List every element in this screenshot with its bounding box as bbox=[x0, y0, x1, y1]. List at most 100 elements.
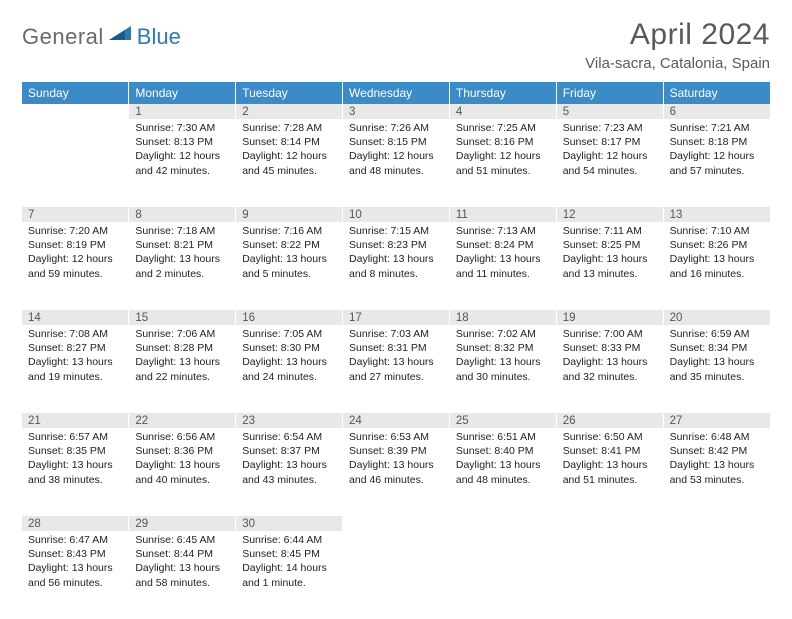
sunrise-line: Sunrise: 7:08 AM bbox=[28, 327, 122, 341]
daylight-line: Daylight: 13 hours and 27 minutes. bbox=[349, 355, 443, 383]
sunrise-line: Sunrise: 6:56 AM bbox=[135, 430, 229, 444]
day-number-cell: 6 bbox=[663, 104, 770, 119]
day-content-cell: Sunrise: 6:44 AMSunset: 8:45 PMDaylight:… bbox=[236, 531, 343, 619]
page-header: General Blue April 2024 Vila-sacra, Cata… bbox=[22, 18, 770, 72]
day-header: Friday bbox=[556, 82, 663, 104]
day-content-cell: Sunrise: 6:45 AMSunset: 8:44 PMDaylight:… bbox=[129, 531, 236, 619]
daylight-line: Daylight: 12 hours and 48 minutes. bbox=[349, 149, 443, 177]
day-number-cell: 4 bbox=[449, 104, 556, 119]
sunset-line: Sunset: 8:37 PM bbox=[242, 444, 336, 458]
title-block: April 2024 Vila-sacra, Catalonia, Spain bbox=[585, 18, 770, 72]
sunset-line: Sunset: 8:42 PM bbox=[670, 444, 764, 458]
daylight-line: Daylight: 12 hours and 57 minutes. bbox=[670, 149, 764, 177]
logo: General Blue bbox=[22, 24, 181, 50]
day-number-cell: 20 bbox=[663, 310, 770, 325]
day-number-row: 21222324252627 bbox=[22, 413, 770, 428]
sunset-line: Sunset: 8:39 PM bbox=[349, 444, 443, 458]
daylight-line: Daylight: 13 hours and 40 minutes. bbox=[135, 458, 229, 486]
daylight-line: Daylight: 13 hours and 56 minutes. bbox=[28, 561, 122, 589]
day-content-cell: Sunrise: 6:48 AMSunset: 8:42 PMDaylight:… bbox=[663, 428, 770, 516]
day-content-cell bbox=[22, 119, 129, 207]
sunrise-line: Sunrise: 7:16 AM bbox=[242, 224, 336, 238]
day-content-cell: Sunrise: 7:10 AMSunset: 8:26 PMDaylight:… bbox=[663, 222, 770, 310]
sunset-line: Sunset: 8:23 PM bbox=[349, 238, 443, 252]
daylight-line: Daylight: 13 hours and 53 minutes. bbox=[670, 458, 764, 486]
sunrise-line: Sunrise: 7:20 AM bbox=[28, 224, 122, 238]
location-text: Vila-sacra, Catalonia, Spain bbox=[585, 55, 770, 72]
sunset-line: Sunset: 8:45 PM bbox=[242, 547, 336, 561]
sunrise-line: Sunrise: 6:54 AM bbox=[242, 430, 336, 444]
day-number-cell: 1 bbox=[129, 104, 236, 119]
day-number-cell bbox=[22, 104, 129, 119]
day-content-cell: Sunrise: 6:57 AMSunset: 8:35 PMDaylight:… bbox=[22, 428, 129, 516]
day-header: Thursday bbox=[449, 82, 556, 104]
sunset-line: Sunset: 8:16 PM bbox=[456, 135, 550, 149]
day-content-cell: Sunrise: 7:11 AMSunset: 8:25 PMDaylight:… bbox=[556, 222, 663, 310]
sunset-line: Sunset: 8:22 PM bbox=[242, 238, 336, 252]
day-content-cell: Sunrise: 6:56 AMSunset: 8:36 PMDaylight:… bbox=[129, 428, 236, 516]
sunset-line: Sunset: 8:41 PM bbox=[563, 444, 657, 458]
sunset-line: Sunset: 8:13 PM bbox=[135, 135, 229, 149]
day-number-cell: 26 bbox=[556, 413, 663, 428]
day-number-cell: 22 bbox=[129, 413, 236, 428]
sunrise-line: Sunrise: 7:05 AM bbox=[242, 327, 336, 341]
day-content-cell: Sunrise: 7:03 AMSunset: 8:31 PMDaylight:… bbox=[343, 325, 450, 413]
sunset-line: Sunset: 8:19 PM bbox=[28, 238, 122, 252]
sunrise-line: Sunrise: 6:57 AM bbox=[28, 430, 122, 444]
sunset-line: Sunset: 8:27 PM bbox=[28, 341, 122, 355]
sunrise-line: Sunrise: 7:25 AM bbox=[456, 121, 550, 135]
day-content-cell bbox=[663, 531, 770, 619]
sunset-line: Sunset: 8:31 PM bbox=[349, 341, 443, 355]
sunrise-line: Sunrise: 7:30 AM bbox=[135, 121, 229, 135]
day-content-cell: Sunrise: 7:05 AMSunset: 8:30 PMDaylight:… bbox=[236, 325, 343, 413]
daylight-line: Daylight: 13 hours and 24 minutes. bbox=[242, 355, 336, 383]
day-number-row: 282930 bbox=[22, 516, 770, 531]
day-number-cell: 27 bbox=[663, 413, 770, 428]
day-header-row: SundayMondayTuesdayWednesdayThursdayFrid… bbox=[22, 82, 770, 104]
day-content-cell: Sunrise: 6:53 AMSunset: 8:39 PMDaylight:… bbox=[343, 428, 450, 516]
day-content-cell: Sunrise: 7:25 AMSunset: 8:16 PMDaylight:… bbox=[449, 119, 556, 207]
sunrise-line: Sunrise: 7:21 AM bbox=[670, 121, 764, 135]
sunrise-line: Sunrise: 7:10 AM bbox=[670, 224, 764, 238]
day-content-cell: Sunrise: 7:08 AMSunset: 8:27 PMDaylight:… bbox=[22, 325, 129, 413]
day-number-cell: 14 bbox=[22, 310, 129, 325]
day-number-cell: 19 bbox=[556, 310, 663, 325]
sunrise-line: Sunrise: 7:26 AM bbox=[349, 121, 443, 135]
sunrise-line: Sunrise: 6:51 AM bbox=[456, 430, 550, 444]
daylight-line: Daylight: 13 hours and 13 minutes. bbox=[563, 252, 657, 280]
sunset-line: Sunset: 8:24 PM bbox=[456, 238, 550, 252]
day-content-cell: Sunrise: 7:16 AMSunset: 8:22 PMDaylight:… bbox=[236, 222, 343, 310]
day-number-cell: 29 bbox=[129, 516, 236, 531]
day-content-row: Sunrise: 6:57 AMSunset: 8:35 PM Daylight:… bbox=[22, 428, 770, 516]
daylight-line: Daylight: 13 hours and 48 minutes. bbox=[456, 458, 550, 486]
daylight-line: Daylight: 14 hours and 1 minute. bbox=[242, 561, 336, 589]
day-content-row: Sunrise: 6:47 AMSunset: 8:43 PMDaylight:… bbox=[22, 531, 770, 619]
day-number-cell: 8 bbox=[129, 207, 236, 222]
day-number-cell: 24 bbox=[343, 413, 450, 428]
day-content-row: Sunrise: 7:30 AMSunset: 8:13 PM Daylight:… bbox=[22, 119, 770, 207]
daylight-line: Daylight: 13 hours and 22 minutes. bbox=[135, 355, 229, 383]
day-content-cell: Sunrise: 7:28 AMSunset: 8:14 PMDaylight:… bbox=[236, 119, 343, 207]
sunset-line: Sunset: 8:40 PM bbox=[456, 444, 550, 458]
day-number-row: 14151617181920 bbox=[22, 310, 770, 325]
month-title: April 2024 bbox=[585, 18, 770, 52]
day-content-cell: Sunrise: 7:13 AMSunset: 8:24 PMDaylight:… bbox=[449, 222, 556, 310]
day-content-row: Sunrise: 7:20 AMSunset: 8:19 PM Daylight:… bbox=[22, 222, 770, 310]
day-content-cell bbox=[343, 531, 450, 619]
daylight-line: Daylight: 13 hours and 8 minutes. bbox=[349, 252, 443, 280]
day-content-row: Sunrise: 7:08 AMSunset: 8:27 PM Daylight:… bbox=[22, 325, 770, 413]
daylight-line: Daylight: 13 hours and 30 minutes. bbox=[456, 355, 550, 383]
day-number-cell: 21 bbox=[22, 413, 129, 428]
daylight-line: Daylight: 13 hours and 16 minutes. bbox=[670, 252, 764, 280]
sunset-line: Sunset: 8:36 PM bbox=[135, 444, 229, 458]
day-number-cell: 18 bbox=[449, 310, 556, 325]
sunset-line: Sunset: 8:35 PM bbox=[28, 444, 122, 458]
day-number-cell: 25 bbox=[449, 413, 556, 428]
sunrise-line: Sunrise: 6:59 AM bbox=[670, 327, 764, 341]
day-number-cell: 5 bbox=[556, 104, 663, 119]
logo-text-2: Blue bbox=[137, 24, 181, 50]
day-number-cell: 30 bbox=[236, 516, 343, 531]
day-content-cell: Sunrise: 7:23 AMSunset: 8:17 PMDaylight:… bbox=[556, 119, 663, 207]
logo-text-1: General bbox=[22, 24, 104, 50]
day-content-cell: Sunrise: 7:06 AMSunset: 8:28 PMDaylight:… bbox=[129, 325, 236, 413]
